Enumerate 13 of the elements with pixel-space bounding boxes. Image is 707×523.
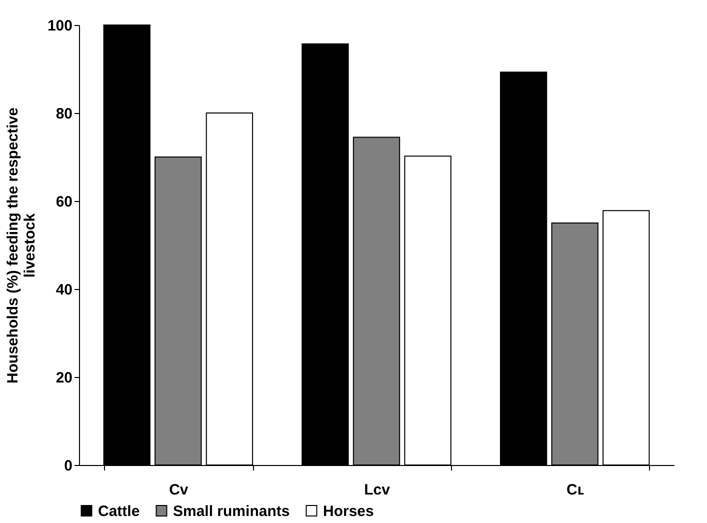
y-tick-label: 20 (56, 370, 72, 386)
x-tick-label: Cᴠ (169, 482, 189, 498)
y-tick-label: 0 (64, 458, 72, 474)
y-tick-label: 100 (47, 18, 72, 34)
legend-label: Small ruminants (173, 502, 290, 520)
legend-label: Horses (323, 502, 374, 520)
y-tick-label: 40 (56, 282, 72, 298)
legend-label: Cattle (98, 502, 140, 520)
x-tick-label: Lᴄᴠ (364, 482, 391, 498)
y-tick-label: 80 (56, 106, 72, 122)
y-tick-label: 60 (56, 194, 72, 210)
y-axis-title: Households (%) feeding the respective livestock (4, 108, 38, 384)
x-tick-label: Cʟ (566, 482, 584, 498)
